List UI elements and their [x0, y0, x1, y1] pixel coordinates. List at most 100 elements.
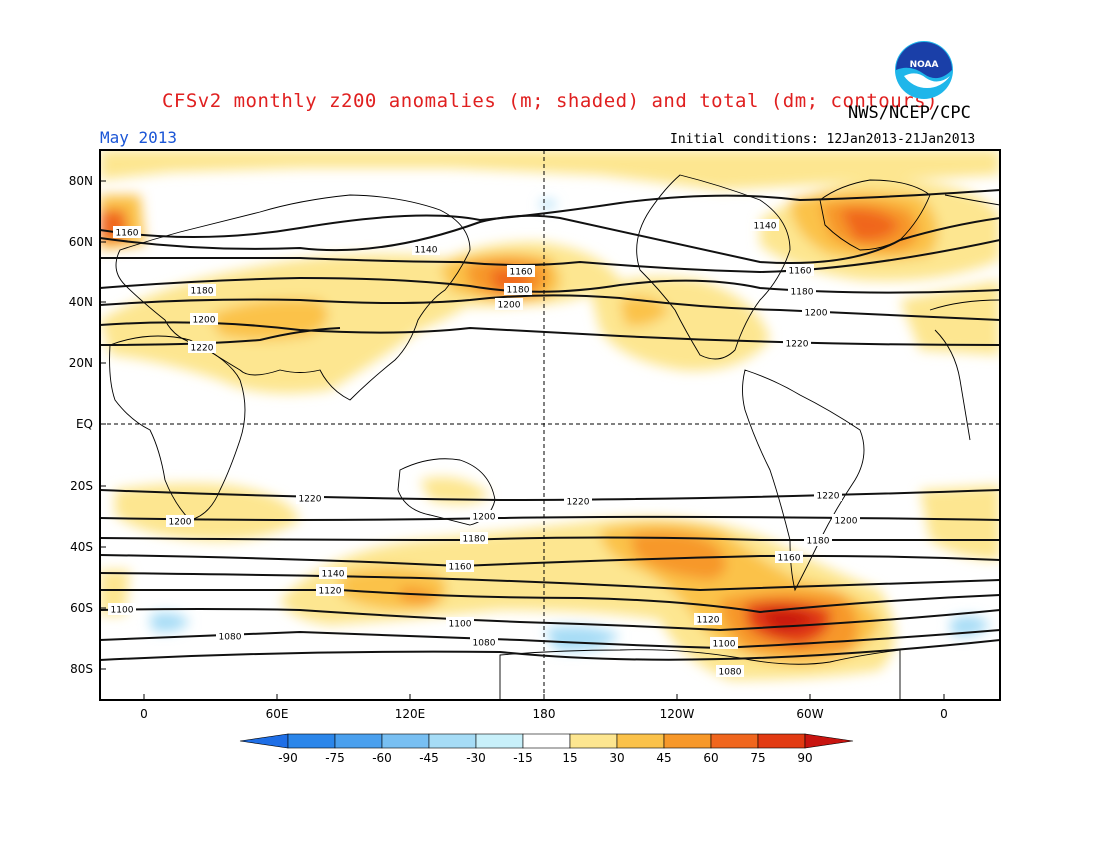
contour-label-bg: [564, 495, 592, 507]
contour-label-bg: [504, 283, 532, 295]
contour-label-bg: [710, 637, 738, 649]
contour-label-bg: [775, 551, 803, 563]
contour-label: 1180: [463, 535, 486, 545]
colorbar-swatch: [522, 733, 571, 749]
colorbar-label: 45: [656, 751, 671, 765]
colorbar-label: 75: [750, 751, 765, 765]
colorbar-labels: -90 -75 -60 -45 -30 -15 15 30 45 60 75 90: [278, 751, 812, 765]
contour-label: 1220: [817, 492, 840, 502]
lat-tick-label: 60S: [70, 601, 93, 615]
contour-label: 1200: [498, 301, 521, 311]
contour-label-bg: [804, 534, 832, 546]
contour-label-bg: [319, 567, 347, 579]
lon-tick-label: 60E: [266, 707, 289, 721]
contour-label-bg: [460, 532, 488, 544]
contour-label: 1200: [805, 309, 828, 319]
contour-label-bg: [190, 313, 218, 325]
initial-conditions-label: Initial conditions: 12Jan2013-21Jan2013: [670, 132, 976, 147]
contour-label-bg: [166, 515, 194, 527]
anomaly-shading: [100, 150, 1000, 700]
colorbar-arrow-right: [804, 733, 854, 749]
contour-label-bg: [470, 636, 498, 648]
contour-label-bg: [786, 264, 814, 276]
contour-label: 1160: [789, 267, 812, 277]
contour-label: 1200: [473, 513, 496, 523]
contour-label-bg: [694, 613, 722, 625]
contour-label: 1180: [507, 286, 530, 296]
contour-label: 1220: [299, 495, 322, 505]
contour-label-bg: [716, 665, 744, 677]
contour-label-bg: [296, 492, 324, 504]
contour-label-bg: [814, 489, 842, 501]
coastlines: [109, 174, 1000, 700]
contour-label: 1200: [193, 316, 216, 326]
colorbar-label: 30: [609, 751, 624, 765]
contour-label-bg: [216, 630, 244, 642]
lat-tick-label: 40N: [69, 295, 93, 309]
contour-label: 1120: [319, 587, 342, 597]
longitude-labels: 0 60E 120E 180 120W 60W 0: [140, 707, 948, 721]
agency-label: NWS/NCEP/CPC: [848, 103, 971, 123]
colorbar-arrow-left: [239, 733, 289, 749]
noaa-logo-text: NOAA: [910, 60, 939, 70]
contour-label-bg: [751, 219, 779, 231]
contour-label: 1100: [449, 620, 472, 630]
colorbar-swatch: [287, 733, 336, 749]
lon-tick-label: 180: [533, 707, 556, 721]
contour-label: 1220: [567, 498, 590, 508]
contour-label-bg: [507, 265, 535, 277]
colorbar: [239, 733, 854, 749]
map-frame: [99, 149, 1001, 701]
colorbar-label: 60: [703, 751, 718, 765]
contour-label: 1220: [786, 340, 809, 350]
colorbar-label: -15: [513, 751, 533, 765]
colorbar-swatch: [663, 733, 712, 749]
colorbar-swatch: [381, 733, 430, 749]
contour-label: 1140: [754, 222, 777, 232]
lat-tick-label: 20S: [70, 479, 93, 493]
contour-label: 1140: [415, 246, 438, 256]
contour-label: 1080: [719, 668, 742, 678]
colorbar-label: -30: [466, 751, 486, 765]
contour-label: 1160: [510, 268, 533, 278]
contour-label-bg: [495, 298, 523, 310]
lon-tick-label: 0: [140, 707, 148, 721]
lon-tick-label: 60W: [796, 707, 823, 721]
noaa-logo: NOAA: [895, 41, 953, 99]
contour-label: 1180: [791, 288, 814, 298]
contour-label-bg: [750, 219, 778, 231]
colorbar-label: -90: [278, 751, 298, 765]
contour-labels: 1160 1140 1160 1180 1200 1180 1200 1220 1140 1160…: [108, 219, 860, 678]
contour-label: 1120: [697, 616, 720, 626]
contour-label: 1220: [191, 344, 214, 354]
lat-tick-label: 80S: [70, 662, 93, 676]
contour-label: 1080: [473, 639, 496, 649]
colorbar-swatch: [616, 733, 665, 749]
chart-title: CFSv2 monthly z200 anomalies (m; shaded)…: [161, 90, 939, 112]
lat-tick-label: 20N: [69, 356, 93, 370]
colorbar-swatch: [710, 733, 759, 749]
contour-label: 1100: [111, 606, 134, 616]
contour-label: 1140: [322, 570, 345, 580]
contour-label: 1080: [219, 633, 242, 643]
contour-label: 1160: [778, 554, 801, 564]
lat-tick-label: 60N: [69, 235, 93, 249]
colorbar-label: -45: [419, 751, 439, 765]
lat-tick-label: 40S: [70, 540, 93, 554]
contour-label-bg: [832, 514, 860, 526]
contour-label-bg: [316, 584, 344, 596]
contour-label-bg: [446, 560, 474, 572]
contour-label-bg: [412, 243, 440, 255]
contour-label: 1100: [713, 640, 736, 650]
contour-label: 1160: [449, 563, 472, 573]
contour-label-bg: [446, 617, 474, 629]
contour-label-bg: [113, 226, 141, 238]
colorbar-label: 15: [562, 751, 577, 765]
contour-label: 1180: [191, 287, 214, 297]
contour-label-bg: [802, 306, 830, 318]
latitude-labels: 80N 60N 40N 20N EQ 20S 40S 60S 80S: [69, 174, 93, 676]
colorbar-label: -60: [372, 751, 392, 765]
valid-month-label: May 2013: [100, 128, 178, 147]
contour-label: 1200: [835, 517, 858, 527]
contour-label-bg: [788, 285, 816, 297]
